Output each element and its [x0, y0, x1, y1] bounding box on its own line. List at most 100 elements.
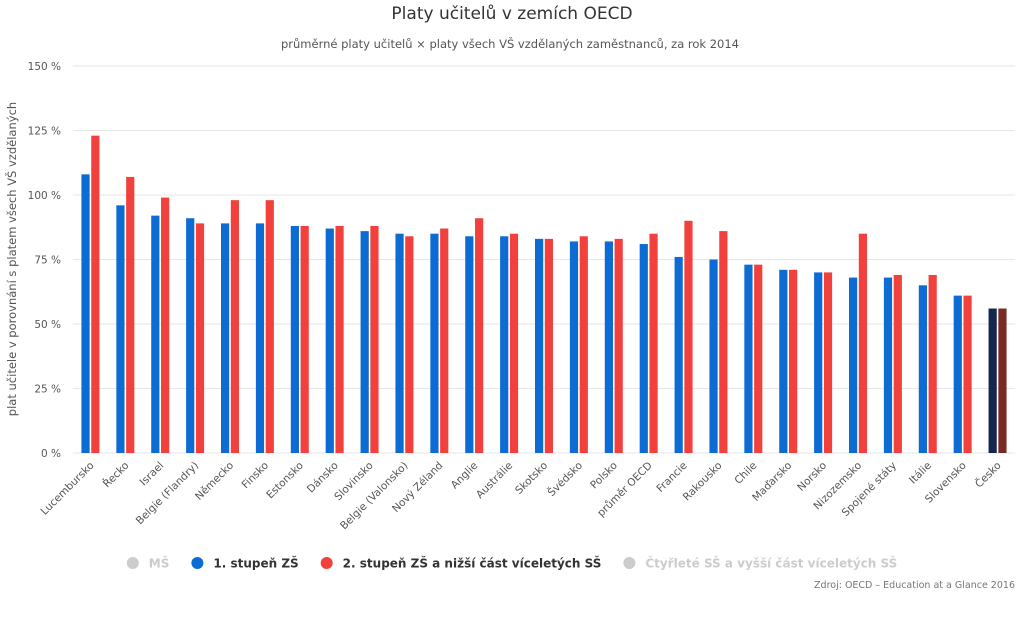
bar-zs2[interactable] — [754, 264, 763, 453]
chart-title: Platy učitelů v zemích OECD — [391, 4, 632, 24]
y-tick-label: 50 % — [34, 319, 61, 331]
credits-text: Zdroj: OECD – Education at a Glance 2016 — [814, 580, 1015, 591]
bar-zs1[interactable] — [744, 264, 753, 453]
bar-zs2[interactable] — [893, 274, 902, 453]
bar-zs2[interactable] — [684, 220, 693, 453]
bar-zs1[interactable] — [255, 223, 265, 453]
legend-marker — [320, 557, 333, 569]
x-tick-label: Belgie (Flandry) — [134, 460, 201, 527]
x-tick-label: Řecko — [100, 459, 131, 490]
bar-zs2[interactable] — [335, 225, 344, 453]
legend-item[interactable]: Čtyřleté SŠ a vyšší část víceletých SŠ — [623, 556, 897, 571]
bar-zs2[interactable] — [579, 236, 588, 453]
bar-zs2[interactable] — [614, 238, 623, 453]
y-tick-label: 150 % — [28, 61, 61, 73]
bar-zs2[interactable] — [126, 176, 135, 453]
x-tick-label: Švédsko — [545, 459, 585, 499]
gridlines — [73, 65, 1015, 454]
x-tick-label: Austrálie — [474, 460, 515, 501]
x-tick-label: Německo — [193, 460, 236, 503]
bar-zs1[interactable] — [360, 231, 369, 453]
bar-zs1[interactable] — [814, 272, 823, 453]
bar-zs2[interactable] — [509, 233, 519, 453]
bar-zs2[interactable] — [91, 135, 100, 453]
bar-zs1[interactable] — [604, 241, 613, 453]
bar-zs1[interactable] — [325, 228, 334, 453]
x-tick-label: Chile — [732, 460, 759, 487]
bar-zs2[interactable] — [230, 200, 239, 453]
bar-zs1[interactable] — [395, 233, 404, 453]
bar-zs1[interactable] — [988, 308, 997, 453]
y-tick-label: 75 % — [34, 255, 61, 267]
bars — [81, 135, 1007, 454]
bar-zs1[interactable] — [639, 244, 648, 453]
bar-zs2[interactable] — [195, 223, 205, 453]
legend-item[interactable]: 1. stupeň ZŠ — [191, 556, 299, 571]
x-tick-label: Lucembursko — [39, 460, 97, 518]
bar-zs1[interactable] — [500, 236, 509, 453]
bar-zs2[interactable] — [300, 225, 309, 453]
legend-label: MŠ — [149, 556, 170, 571]
bar-zs1[interactable] — [81, 174, 90, 454]
bar-zs2[interactable] — [823, 272, 833, 453]
bar-zs1[interactable] — [709, 259, 718, 454]
y-tick-label: 125 % — [28, 126, 61, 138]
bar-zs2[interactable] — [649, 233, 658, 453]
legend-item[interactable]: MŠ — [126, 556, 170, 571]
bar-zs1[interactable] — [290, 225, 299, 453]
bar-zs2[interactable] — [475, 218, 484, 453]
bar-zs2[interactable] — [963, 295, 972, 453]
legend-label: 1. stupeň ZŠ — [213, 556, 298, 571]
x-tick-label: Itálie — [907, 460, 934, 487]
bar-zs2[interactable] — [998, 308, 1007, 453]
x-tick-label: Polsko — [588, 460, 620, 492]
bar-zs2[interactable] — [789, 269, 798, 453]
legend-marker — [623, 557, 636, 569]
bar-zs1[interactable] — [674, 256, 683, 453]
legend-label: Čtyřleté SŠ a vyšší část víceletých SŠ — [645, 556, 897, 571]
y-axis-label: plat učitele v porovnání s platem všech … — [4, 102, 19, 416]
bar-zs1[interactable] — [883, 277, 893, 453]
x-tick-label: Anglie — [449, 460, 481, 492]
bar-zs1[interactable] — [465, 236, 474, 453]
bar-zs2[interactable] — [544, 238, 553, 453]
bar-zs1[interactable] — [186, 218, 195, 453]
bar-zs2[interactable] — [858, 233, 867, 453]
x-tick-label: Estonsko — [264, 460, 306, 502]
bar-zs2[interactable] — [265, 200, 274, 453]
bar-zs1[interactable] — [779, 269, 788, 453]
bar-zs2[interactable] — [928, 274, 937, 453]
y-tick-label: 0 % — [41, 448, 61, 460]
bar-zs1[interactable] — [430, 233, 439, 453]
bar-zs1[interactable] — [116, 205, 125, 453]
chart-subtitle: průměrné platy učitelů × platy všech VŠ … — [281, 36, 739, 51]
legend-marker — [126, 557, 139, 569]
bar-zs1[interactable] — [151, 215, 160, 453]
bar-zs1[interactable] — [535, 238, 544, 453]
bar-zs1[interactable] — [569, 241, 579, 453]
bar-zs2[interactable] — [440, 228, 449, 453]
bar-zs2[interactable] — [405, 236, 414, 453]
legend-item[interactable]: 2. stupeň ZŠ a nižší část víceletých SŠ — [320, 556, 602, 571]
bar-zs2[interactable] — [370, 225, 379, 453]
bar-zs2[interactable] — [719, 231, 728, 453]
x-tick-label: Skotsko — [513, 460, 550, 497]
bar-zs1[interactable] — [849, 277, 858, 453]
legend-marker — [191, 557, 204, 569]
legend: MŠ 1. stupeň ZŠ 2. stupeň ZŠ a nižší část … — [126, 556, 897, 571]
y-axis-ticks: 0 % 25 % 50 % 75 % 100 % 125 % 150 % — [28, 61, 61, 460]
bar-zs1[interactable] — [953, 295, 962, 453]
bar-zs1[interactable] — [918, 285, 927, 453]
y-tick-label: 25 % — [34, 384, 61, 396]
x-tick-label: Francie — [654, 460, 689, 495]
x-tick-label: Norsko — [795, 460, 829, 494]
x-tick-label: Česko — [972, 459, 1003, 490]
x-tick-label: Israel — [138, 460, 167, 489]
bar-zs2[interactable] — [161, 197, 170, 453]
legend-label: 2. stupeň ZŠ a nižší část víceletých SŠ — [343, 556, 602, 571]
bar-zs1[interactable] — [221, 223, 230, 453]
x-tick-label: Finsko — [240, 460, 271, 491]
y-tick-label: 100 % — [28, 190, 61, 202]
